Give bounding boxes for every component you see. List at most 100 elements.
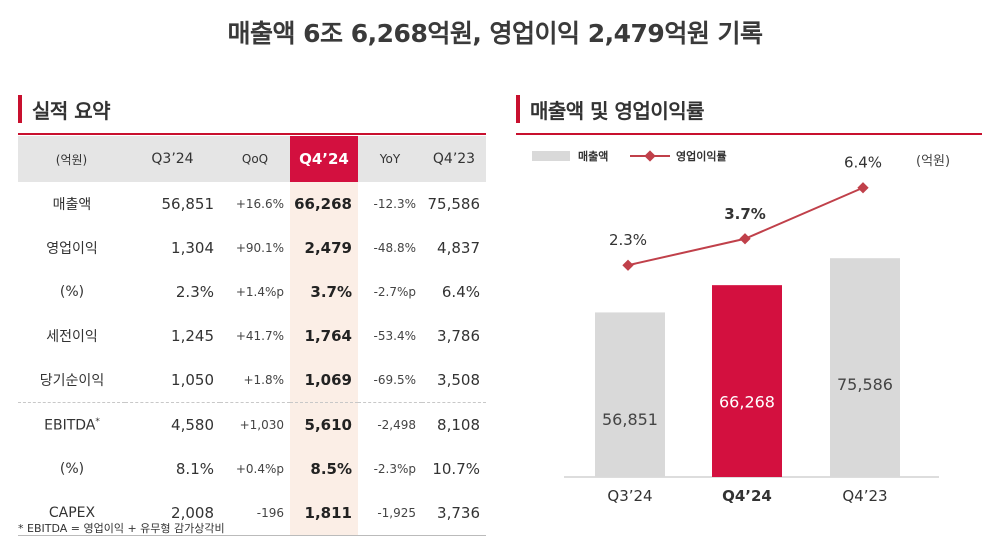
- row-label-text: CAPEX: [48, 505, 96, 521]
- row-label-text: 세전이익: [46, 329, 98, 345]
- table-cell: -2,498: [358, 402, 422, 447]
- table-cell: 56,851: [161, 195, 215, 213]
- row-label: (%): [18, 270, 125, 314]
- table-cell: 8,108: [422, 402, 486, 447]
- headline: 매출액 6조 6,268억원, 영업이익 2,479억원 기록: [227, 19, 763, 48]
- x-tick-label: Q4’24: [722, 487, 772, 505]
- table-cell: +16.6%: [235, 197, 284, 211]
- table-cell: 1,764: [290, 314, 358, 358]
- left-section-rule: [18, 133, 486, 135]
- table-cell: 1,304: [171, 239, 214, 257]
- table-cell: +1.4%p: [235, 285, 284, 299]
- table-row: EBITDA* 4,580 +1,030 5,610 -2,498 8,108: [18, 402, 486, 447]
- legend-swatch-bar: [532, 151, 570, 161]
- x-tick-label: Q3’24: [607, 487, 652, 505]
- table-cell: 1,245: [171, 327, 214, 345]
- table-cell: 6.4%: [441, 283, 480, 301]
- footnote: * EBITDA = 영업이익 + 유무형 감가상각비: [18, 522, 225, 535]
- legend-revenue: 매출액: [532, 148, 608, 164]
- table-cell: +1.8%: [243, 373, 284, 387]
- row-label: 세전이익: [18, 314, 125, 358]
- table-cell: 4,580: [125, 402, 220, 447]
- table-row: (%) 8.1% +0.4%p 8.5% -2.3%p 10.7%: [18, 447, 486, 491]
- row-label: (%): [18, 447, 125, 491]
- legend-revenue-label: 매출액: [578, 150, 609, 163]
- revenue-bar: [712, 285, 782, 477]
- table-row: 영업이익 1,304 +90.1% 2,479 -48.8% 4,837: [18, 226, 486, 270]
- table-cell: -48.8%: [373, 241, 416, 255]
- margin-point-label: 3.7%: [724, 205, 766, 223]
- right-section-rule: [516, 133, 982, 135]
- row-label: 당기순이익: [18, 358, 125, 403]
- table-cell: 2,479: [290, 226, 358, 270]
- table-cell: 8.1%: [175, 460, 214, 478]
- margin-point-label: 6.4%: [844, 154, 882, 172]
- table-cell: 4,837: [437, 239, 480, 257]
- row-label-text: 당기순이익: [39, 373, 105, 389]
- table-cell: +90.1%: [235, 241, 284, 255]
- row-label-text: 매출액: [52, 197, 92, 213]
- margin-point: [739, 233, 751, 245]
- legend-margin-label: 영업이익률: [676, 150, 727, 163]
- table-cell: 75,586: [427, 195, 481, 213]
- table-cell: 8.5%: [290, 447, 358, 491]
- table-cell: -69.5%: [373, 373, 416, 387]
- table-cell: 1,069: [290, 358, 358, 403]
- table-row: 매출액 56,851 +16.6% 66,268 -12.3% 75,586: [18, 182, 486, 226]
- table-cell: 3,736: [422, 491, 486, 536]
- revenue-bar: [595, 312, 665, 477]
- x-tick-label: Q4’23: [842, 487, 887, 505]
- performance-table: (억원) Q3’24 QoQ Q4’24 YoY Q4’23 매출액 56,851…: [18, 136, 486, 536]
- title-accent-bar: [516, 95, 520, 123]
- table-cell: +1,030: [220, 402, 290, 447]
- table-cell: 3,508: [437, 371, 480, 389]
- table-cell: -2.3%p: [373, 462, 416, 476]
- header-unit: (억원): [18, 136, 125, 182]
- legend-margin: 영업이익률: [630, 148, 727, 164]
- margin-point: [857, 182, 869, 194]
- revenue-bar: [830, 258, 900, 477]
- title-accent-bar: [18, 95, 22, 123]
- table-cell: 5,610: [290, 402, 358, 447]
- table-cell: 2.3%: [175, 283, 214, 301]
- table-cell: -2.7%p: [373, 285, 416, 299]
- header-qoq: QoQ: [220, 136, 290, 182]
- table-cell: -196: [220, 491, 290, 536]
- footnote-marker: *: [95, 416, 100, 427]
- table-cell: 2,008: [125, 491, 220, 536]
- performance-summary-title-text: 실적 요약: [32, 98, 111, 123]
- table-row: (%) 2.3% +1.4%p 3.7% -2.7%p 6.4%: [18, 270, 486, 314]
- header-q4-24: Q4’24: [290, 136, 358, 182]
- table-cell: -53.4%: [373, 329, 416, 343]
- legend-swatch-line: [630, 150, 670, 162]
- table-row: CAPEX 2,008 -196 1,811 -1,925 3,736: [18, 491, 486, 536]
- row-label-text: EBITDA: [44, 417, 96, 434]
- chart-unit-label: (억원): [916, 154, 951, 169]
- table-cell: 10.7%: [432, 460, 480, 478]
- row-label: CAPEX: [18, 491, 125, 536]
- revenue-bar-label: 66,268: [719, 392, 775, 411]
- table-row: 세전이익 1,245 +41.7% 1,764 -53.4% 3,786: [18, 314, 486, 358]
- table-cell: 1,050: [171, 371, 214, 389]
- table-cell: -1,925: [358, 491, 422, 536]
- table-cell: 1,811: [290, 491, 358, 536]
- table-cell: +0.4%p: [235, 462, 284, 476]
- row-label-text: 영업이익: [46, 241, 98, 257]
- row-label-text: (%): [59, 461, 85, 477]
- table-header-row: (억원) Q3’24 QoQ Q4’24 YoY Q4’23: [18, 136, 486, 182]
- table-cell: 66,268: [290, 182, 358, 226]
- performance-summary-title: 실적 요약: [18, 94, 111, 124]
- table-cell: 3,786: [437, 327, 480, 345]
- header-yoy: YoY: [358, 136, 422, 182]
- revenue-margin-chart: 56,851 Q3’24 66,268 Q4’24 75,586 Q4’23 2.3% 3.7…: [564, 154, 939, 505]
- table-cell: -12.3%: [373, 197, 416, 211]
- revenue-margin-title: 매출액 및 영업이익률: [516, 94, 705, 124]
- margin-line: [627, 186, 864, 267]
- table-row: 당기순이익 1,050 +1.8% 1,069 -69.5% 3,508: [18, 358, 486, 403]
- row-label: EBITDA*: [18, 402, 125, 447]
- revenue-bar-label: 75,586: [837, 375, 893, 394]
- header-q3-24: Q3’24: [125, 136, 220, 182]
- table-cell: 3.7%: [290, 270, 358, 314]
- row-label-text: (%): [59, 284, 85, 300]
- margin-point-label: 2.3%: [609, 231, 647, 249]
